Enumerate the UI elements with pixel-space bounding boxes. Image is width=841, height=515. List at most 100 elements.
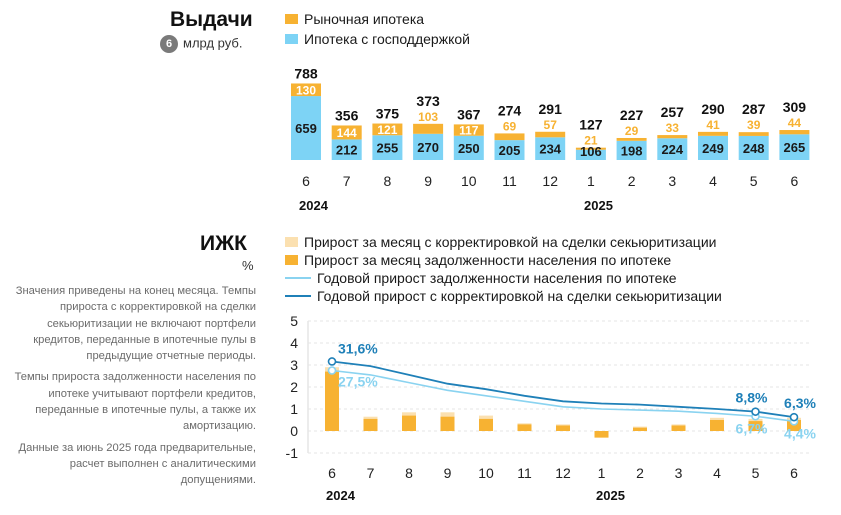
- tick-month-7: 1: [587, 173, 595, 189]
- bar-state-9: [657, 138, 688, 160]
- legend-swatch-monthly-adjusted: [285, 237, 298, 247]
- izhk-tick-month-3: 9: [444, 465, 452, 481]
- bar-state-11: [738, 135, 769, 160]
- bar-state-12: [779, 134, 810, 160]
- izhk-ytick-1: 4: [290, 335, 298, 351]
- izhk-tick-month-11: 5: [752, 465, 760, 481]
- bar-market-9: [657, 135, 688, 139]
- izhk-ytick-4: 1: [290, 401, 298, 417]
- label-market-10: 41: [706, 118, 720, 132]
- label-state-10: 249: [702, 141, 724, 156]
- label-market-6: 57: [544, 118, 558, 132]
- legend-annual-adjusted: Годовой прирост с корректировкой на сдел…: [285, 288, 722, 304]
- issuance-unit: 6 млрд руб.: [160, 35, 242, 53]
- label-market-3: 103: [418, 110, 438, 124]
- label-market-5: 69: [503, 119, 517, 133]
- bar-monthly-8: [633, 427, 647, 431]
- label-total-5: 274: [498, 102, 522, 118]
- tick-month-5: 11: [502, 173, 517, 189]
- tick-month-0: 6: [302, 173, 310, 189]
- label-state-3: 270: [417, 140, 439, 155]
- izhk-tick-month-12: 6: [790, 465, 798, 481]
- issuance-title: Выдачи: [170, 8, 253, 31]
- bar-market-6: [535, 131, 566, 138]
- izhk-annotation-5: 4,4%: [784, 425, 816, 441]
- izhk-tick-month-4: 10: [478, 465, 494, 481]
- issuance-chart: 6591307886212144356725512137582701033739…: [291, 65, 810, 213]
- label-state-4: 250: [458, 141, 480, 156]
- legend-label: Годовой прирост с корректировкой на сдел…: [317, 288, 722, 304]
- legend-label: Прирост за месяц задолженности населения…: [304, 252, 672, 268]
- bar-state-5: [494, 140, 525, 160]
- legend-state-mortgage: Ипотека с господдержкой: [285, 31, 470, 47]
- label-total-6: 291: [539, 101, 563, 117]
- label-total-8: 227: [620, 107, 644, 123]
- label-state-7: 106: [580, 144, 602, 159]
- marker-annual-adjusted-0: [327, 357, 337, 366]
- label-total-1: 356: [335, 107, 359, 123]
- note-1: Значения приведены на конец месяца. Темп…: [15, 285, 256, 363]
- bar-state-8: [616, 140, 647, 160]
- label-total-2: 375: [376, 106, 400, 122]
- izhk-ytick-0: 5: [290, 313, 298, 329]
- label-market-11: 39: [747, 118, 761, 132]
- marker-annual-0: [327, 366, 337, 375]
- izhk-tick-month-2: 8: [405, 465, 413, 481]
- izhk-year-label-2025: 2025: [596, 488, 625, 503]
- marker-annual-adjusted-11: [751, 407, 760, 416]
- legend-label: Прирост за месяц с корректировкой на сде…: [304, 234, 717, 250]
- line-annual: [331, 369, 795, 423]
- bar-state-6: [535, 137, 566, 160]
- note-3: Данные за июнь 2025 года предварительные…: [18, 441, 256, 487]
- bar-state-7: [575, 149, 606, 160]
- line-annual-adjusted: [331, 360, 795, 419]
- label-state-8: 198: [621, 143, 643, 158]
- label-total-7: 127: [579, 117, 603, 133]
- legend-swatch-monthly: [285, 255, 298, 265]
- legend-monthly: Прирост за месяц задолженности населения…: [285, 252, 671, 268]
- label-state-6: 234: [539, 142, 561, 157]
- bar-monthly-1: [363, 418, 378, 431]
- label-state-2: 255: [377, 141, 399, 156]
- label-total-3: 373: [416, 93, 440, 109]
- tick-month-3: 9: [424, 173, 432, 189]
- label-market-9: 33: [666, 121, 680, 135]
- legend-line-annual-adjusted: [285, 295, 311, 297]
- bar-state-1: [331, 139, 362, 160]
- tick-month-1: 7: [343, 173, 351, 189]
- izhk-ytick-5: 0: [290, 423, 298, 439]
- legend-label: Рыночная ипотека: [304, 11, 425, 27]
- izhk-notes: Значения приведены на конец месяца. Темп…: [2, 283, 256, 494]
- issuance-unit-label: млрд руб.: [183, 35, 243, 51]
- label-market-1: 144: [337, 126, 357, 140]
- legend-monthly-adjusted: Прирост за месяц с корректировкой на сде…: [285, 234, 716, 250]
- izhk-tick-month-8: 2: [636, 465, 644, 481]
- izhk-unit: %: [242, 258, 254, 273]
- bar-market-4: [453, 124, 484, 136]
- tick-month-2: 8: [384, 173, 392, 189]
- bar-monthly-2: [402, 415, 416, 431]
- label-market-0: 130: [296, 83, 316, 97]
- izhk-annotation-2: 8,8%: [736, 390, 768, 406]
- label-total-0: 788: [294, 65, 318, 81]
- legend-line-annual: [285, 277, 311, 279]
- bar-state-4: [453, 135, 484, 160]
- izhk-annotation-4: 6,3%: [784, 395, 816, 411]
- legend-market-mortgage: Рыночная ипотека: [285, 11, 424, 27]
- izhk-tick-month-10: 4: [713, 465, 721, 481]
- tick-month-10: 4: [709, 173, 717, 189]
- bar-monthly-9: [671, 425, 686, 431]
- izhk-annotation-0: 31,6%: [338, 340, 378, 356]
- izhk-annotation-1: 27,5%: [338, 374, 378, 390]
- tick-month-9: 3: [668, 173, 676, 189]
- izhk-tick-month-9: 3: [675, 465, 683, 481]
- bar-market-0: [291, 83, 321, 97]
- bar-state-2: [372, 135, 403, 160]
- izhk-ytick-3: 2: [290, 379, 298, 395]
- bar-state-3: [413, 133, 444, 160]
- bar-state-10: [698, 135, 728, 160]
- izhk-tick-month-6: 12: [555, 465, 571, 481]
- izhk-ytick-6: -1: [286, 445, 299, 461]
- izhk-title: ИЖК: [200, 232, 247, 255]
